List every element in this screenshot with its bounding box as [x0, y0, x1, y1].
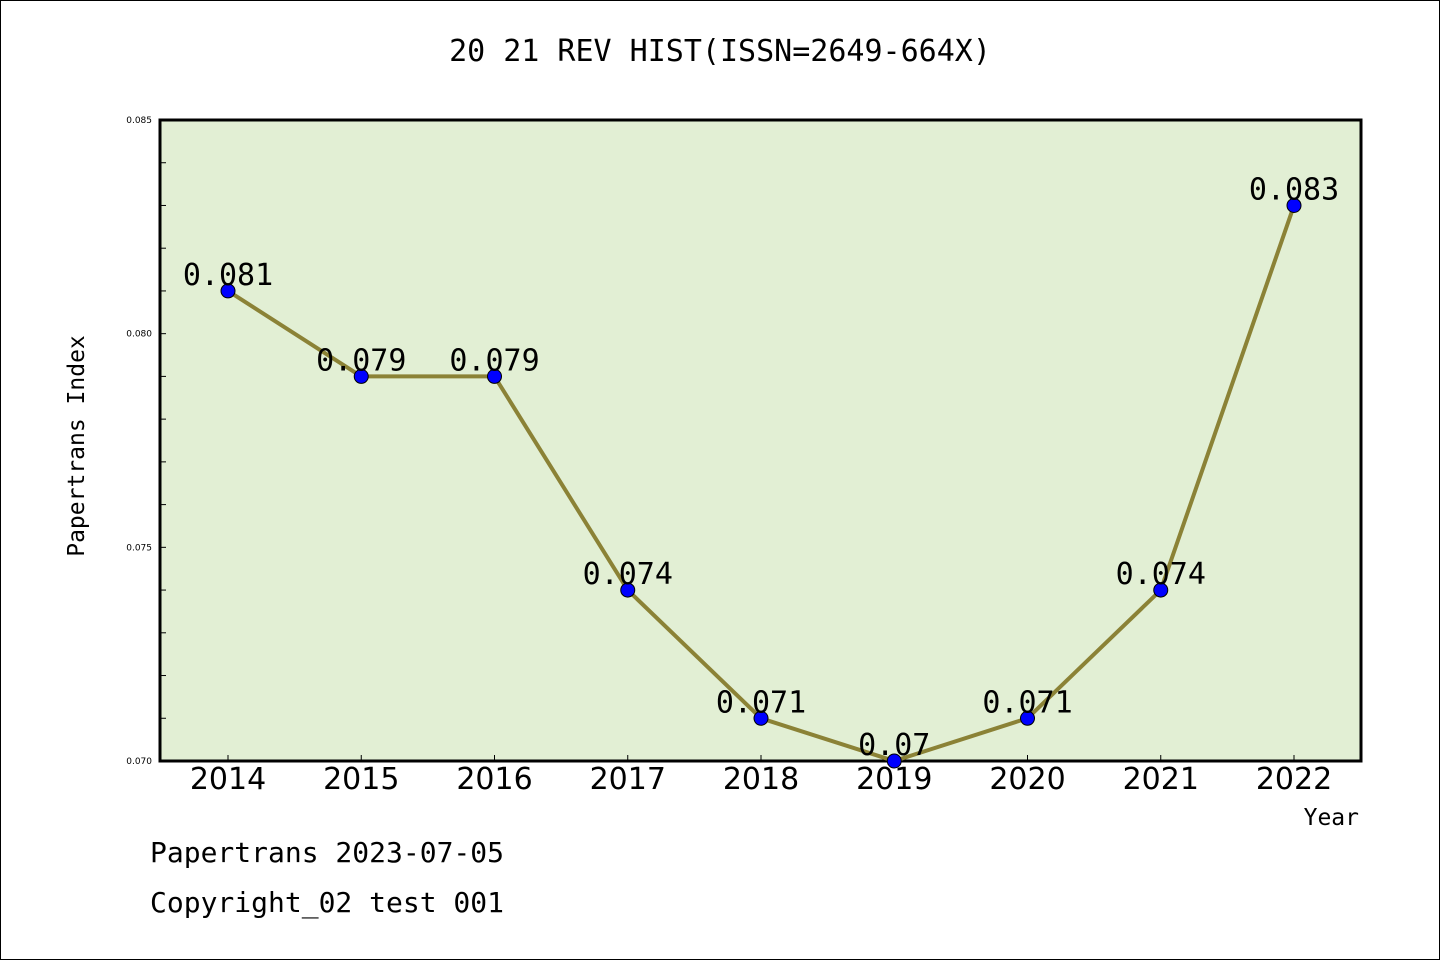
data-label: 0.07: [858, 728, 930, 763]
x-axis-title: Year: [1304, 805, 1359, 831]
data-label: 0.074: [583, 557, 673, 592]
data-label: 0.079: [449, 343, 539, 378]
data-label: 0.071: [716, 685, 806, 720]
x-tick-label: 2021: [1123, 762, 1199, 797]
chart-title: 20 21 REV HIST(ISSN=2649-664X): [449, 34, 991, 69]
data-point: [1153, 582, 1169, 598]
data-point: [353, 368, 369, 384]
data-point: [753, 710, 769, 726]
x-tick-label: 2014: [190, 762, 266, 797]
footer-date: Papertrans 2023-07-05: [150, 836, 505, 869]
data-label: 0.071: [982, 685, 1072, 720]
y-tick-label: 0.080: [126, 330, 152, 340]
data-point: [1286, 197, 1302, 213]
data-label: 0.079: [316, 343, 406, 378]
y-axis-title: Papertrans Index: [64, 335, 90, 557]
x-tick-label: 2017: [590, 762, 666, 797]
x-tick-label: 2020: [989, 762, 1065, 797]
plot-area: [158, 118, 1363, 763]
series: 0.081 0.079 0.079 0.074 0.071 0.07 0.071 0.074 0…: [183, 172, 1339, 769]
y-tick-label: 0.085: [126, 116, 152, 126]
y-axis: 0.070 0.075 0.080 0.085: [126, 116, 166, 767]
data-point: [620, 582, 636, 598]
data-point: [886, 753, 902, 769]
y-tick-label: 0.070: [126, 757, 152, 767]
data-point: [487, 368, 502, 384]
x-tick-label: 2022: [1256, 762, 1332, 797]
y-tick-label: 0.075: [126, 543, 152, 553]
x-axis: 2014 2015 2016 2017 2018 2019 2020 2021 2022: [190, 755, 1332, 797]
data-point: [1020, 710, 1035, 726]
data-point: [220, 283, 236, 299]
data-label: 0.074: [1116, 557, 1206, 592]
x-tick-label: 2016: [456, 762, 532, 797]
x-tick-label: 2015: [323, 762, 399, 797]
data-label: 0.083: [1249, 172, 1339, 207]
x-tick-label: 2018: [723, 762, 799, 797]
data-label: 0.081: [183, 258, 273, 293]
footer-copyright: Copyright_02 test 001: [150, 886, 505, 919]
